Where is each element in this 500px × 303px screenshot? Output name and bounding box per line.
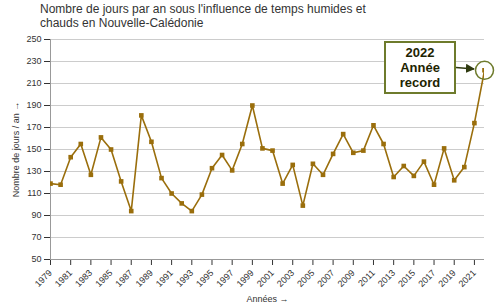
html-text:2022: 2022 [405, 45, 435, 60]
svg-text:2013: 2013 [376, 268, 397, 289]
svg-text:2015: 2015 [396, 268, 417, 289]
svg-text:2017: 2017 [416, 268, 437, 289]
svg-text:2019: 2019 [436, 268, 457, 289]
svg-text:2007: 2007 [315, 268, 336, 289]
svg-text:1983: 1983 [73, 268, 94, 289]
svg-text:230: 230 [26, 56, 41, 66]
svg-text:150: 150 [26, 144, 41, 154]
html-text:Nombre de jours par an sous l': Nombre de jours par an sous l'influence … [40, 2, 366, 30]
svg-text:170: 170 [26, 122, 41, 132]
svg-text:1997: 1997 [214, 268, 235, 289]
html-text:record: record [399, 75, 441, 90]
svg-text:1985: 1985 [93, 268, 114, 289]
svg-text:1989: 1989 [134, 268, 155, 289]
svg-text:Années →: Années → [246, 294, 288, 303]
svg-text:250: 250 [26, 34, 41, 44]
svg-text:1981: 1981 [53, 268, 74, 289]
svg-text:2005: 2005 [295, 268, 316, 289]
svg-text:1995: 1995 [194, 268, 215, 289]
svg-text:1991: 1991 [154, 268, 175, 289]
svg-text:210: 210 [26, 78, 41, 88]
svg-text:2001: 2001 [255, 268, 276, 289]
svg-text:1993: 1993 [174, 268, 195, 289]
svg-text:70: 70 [31, 232, 41, 242]
svg-text:1999: 1999 [235, 268, 256, 289]
svg-text:50: 50 [31, 254, 41, 264]
svg-text:2009: 2009 [336, 268, 357, 289]
html-text:Année: Année [400, 60, 440, 75]
svg-text:190: 190 [26, 100, 41, 110]
svg-text:2011: 2011 [356, 268, 377, 289]
svg-text:130: 130 [26, 166, 41, 176]
svg-text:110: 110 [27, 188, 41, 198]
svg-text:2003: 2003 [275, 268, 296, 289]
svg-text:2021: 2021 [457, 268, 478, 289]
svg-text:90: 90 [31, 210, 41, 220]
svg-text:1987: 1987 [113, 268, 134, 289]
svg-text:Nombre de jours / an →: Nombre de jours / an → [11, 102, 21, 198]
svg-text:1979: 1979 [33, 268, 54, 289]
